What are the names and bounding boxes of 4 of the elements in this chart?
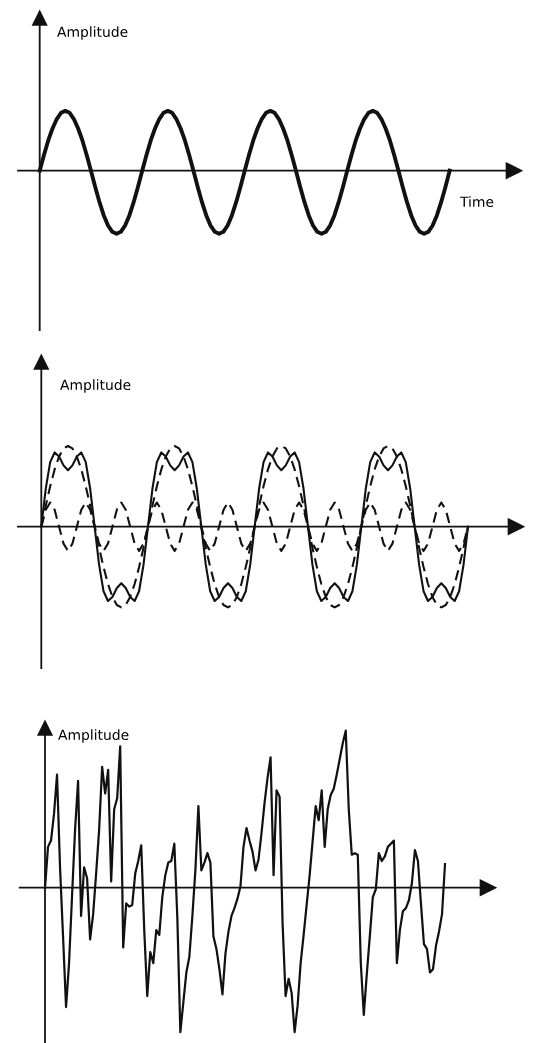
y-axis-title: Amplitude bbox=[57, 26, 128, 40]
x-axis-title: Time bbox=[459, 196, 494, 208]
y-axis-title: Amplitude bbox=[58, 729, 129, 743]
y-axis-title: Amplitude bbox=[60, 379, 131, 393]
